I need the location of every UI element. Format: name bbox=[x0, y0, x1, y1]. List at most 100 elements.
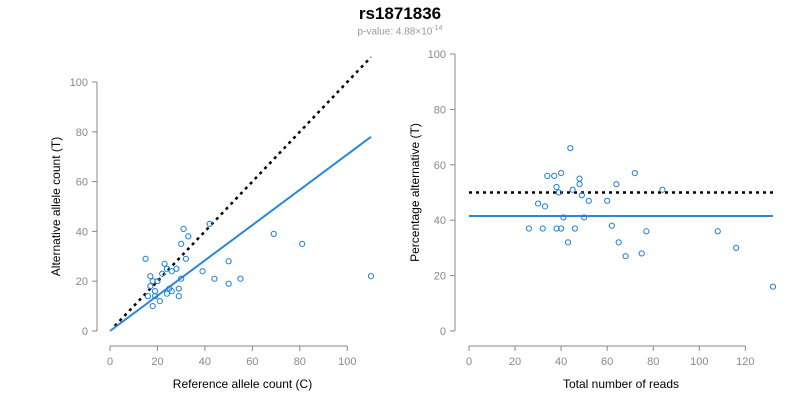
right-y-tick-label: 60 bbox=[434, 160, 446, 172]
right-data-point bbox=[643, 228, 650, 235]
right-data-point bbox=[569, 186, 576, 193]
left-data-point bbox=[142, 255, 149, 262]
right-data-point bbox=[571, 225, 579, 232]
left-y-tick-label: 100 bbox=[70, 77, 88, 89]
left-data-point bbox=[151, 288, 159, 295]
right-x-tick-label: 40 bbox=[555, 356, 567, 368]
left-data-point bbox=[173, 265, 180, 272]
right-x-tick-label: 60 bbox=[601, 356, 613, 368]
right-data-point bbox=[541, 203, 549, 210]
left-data-point bbox=[225, 258, 232, 265]
right-data-point bbox=[525, 225, 532, 232]
right-data-point bbox=[659, 186, 666, 193]
left-x-axis-label: Reference allele count (C) bbox=[173, 377, 312, 391]
right-y-tick-label: 0 bbox=[440, 326, 446, 338]
left-x-tick-label: 80 bbox=[294, 356, 306, 368]
left-data-point bbox=[211, 275, 218, 282]
right-data-point bbox=[558, 170, 565, 177]
right-data-point bbox=[581, 214, 588, 221]
right-data-point bbox=[604, 197, 611, 204]
right-data-point bbox=[578, 192, 585, 199]
left-data-point bbox=[168, 288, 175, 295]
right-data-point bbox=[615, 239, 622, 246]
right-data-point bbox=[714, 228, 721, 235]
right-x-tick-label: 20 bbox=[509, 356, 521, 368]
p-value-exponent: -14 bbox=[432, 25, 443, 32]
left-data-point bbox=[154, 278, 161, 285]
left-data-point bbox=[175, 293, 182, 300]
left-data-point bbox=[159, 270, 166, 277]
left-data-point bbox=[185, 233, 192, 240]
right-data-point bbox=[534, 200, 542, 207]
right-data-point bbox=[638, 250, 645, 257]
right-data-point bbox=[769, 283, 777, 290]
left-x-tick-label: 60 bbox=[246, 356, 258, 368]
left-data-point bbox=[168, 268, 175, 275]
right-y-tick-label: 20 bbox=[434, 271, 446, 283]
right-plot: 0 20 40 60 80 100 120 0 20 40 60 80 100 Total number … bbox=[408, 49, 777, 391]
right-data-point bbox=[733, 244, 740, 251]
left-x-tick-label: 100 bbox=[338, 356, 356, 368]
left-data-point bbox=[156, 298, 163, 305]
left-y-tick-label: 60 bbox=[76, 177, 88, 189]
left-x-tick-label: 20 bbox=[151, 356, 163, 368]
right-data-point bbox=[564, 239, 572, 246]
right-x-tick-label: 80 bbox=[647, 356, 659, 368]
right-y-tick-label: 100 bbox=[428, 49, 446, 61]
left-y-tick-label: 40 bbox=[76, 226, 88, 238]
right-data-point bbox=[576, 175, 583, 182]
right-data-point bbox=[631, 170, 638, 177]
right-y-axis-label: Percentage alternative (T) bbox=[408, 123, 422, 262]
chart-title: rs1871836 bbox=[358, 4, 442, 23]
right-data-point bbox=[560, 214, 567, 221]
left-data-point bbox=[299, 240, 306, 247]
right-data-point bbox=[539, 225, 546, 232]
left-fit-line bbox=[109, 135, 372, 332]
right-x-tick-label: 100 bbox=[690, 356, 708, 368]
left-y-tick-label: 20 bbox=[76, 276, 88, 288]
left-data-point bbox=[178, 275, 185, 282]
right-data-point bbox=[608, 222, 615, 229]
left-data-point bbox=[149, 303, 156, 310]
left-data-point bbox=[237, 275, 244, 282]
left-data-point bbox=[199, 268, 206, 275]
left-y-tick-label: 80 bbox=[76, 127, 88, 139]
right-data-point bbox=[544, 172, 551, 179]
left-data-point bbox=[180, 225, 187, 233]
left-data-point bbox=[182, 255, 190, 262]
right-data-point bbox=[576, 181, 583, 188]
left-y-tick-label: 0 bbox=[82, 326, 88, 338]
right-data-point bbox=[553, 183, 560, 191]
p-value-subtitle: p-value: 4.88×10-14 bbox=[0, 25, 800, 37]
left-data-point bbox=[147, 273, 154, 280]
right-data-point bbox=[553, 225, 560, 232]
right-y-tick-label: 80 bbox=[434, 104, 446, 116]
left-reference-line bbox=[113, 56, 372, 327]
left-data-point bbox=[367, 273, 375, 280]
left-data-point bbox=[206, 220, 213, 228]
left-y-axis-label: Alternative allele count (T) bbox=[49, 137, 63, 276]
right-x-tick-label: 120 bbox=[736, 356, 754, 368]
left-data-point bbox=[147, 283, 154, 290]
left-data-point bbox=[225, 280, 232, 287]
left-x-tick-label: 40 bbox=[199, 356, 211, 368]
right-y-tick-label: 40 bbox=[434, 215, 446, 227]
right-data-point bbox=[555, 189, 562, 196]
left-data-point bbox=[178, 240, 185, 247]
left-data-point bbox=[163, 265, 171, 272]
left-data-point bbox=[161, 260, 168, 267]
right-data-point bbox=[585, 197, 592, 204]
left-data-point bbox=[151, 293, 159, 300]
right-x-axis-label: Total number of reads bbox=[563, 377, 679, 391]
right-data-point bbox=[622, 253, 629, 260]
right-data-point bbox=[613, 181, 620, 188]
left-data-point bbox=[175, 285, 182, 292]
right-data-point bbox=[558, 225, 565, 232]
left-data-point bbox=[270, 230, 277, 237]
left-data-point bbox=[144, 293, 152, 300]
p-value-label: p-value: 4.88×10 bbox=[357, 26, 433, 38]
left-data-point bbox=[163, 290, 171, 297]
right-data-point bbox=[567, 145, 574, 152]
right-data-point bbox=[551, 172, 558, 179]
